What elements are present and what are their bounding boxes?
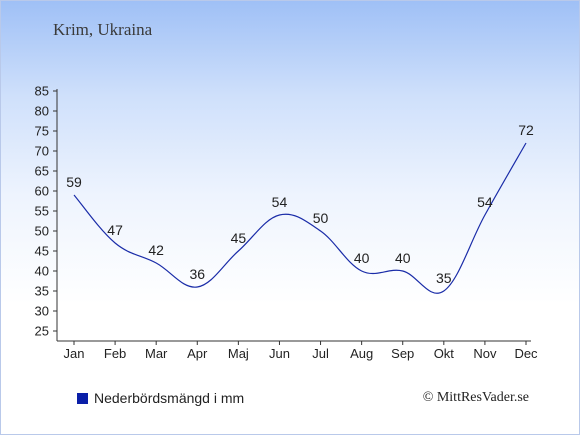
y-tick-label: 30	[35, 304, 49, 319]
x-tick-label: Maj	[228, 346, 249, 361]
y-tick-label: 75	[35, 124, 49, 139]
x-tick-label: Jan	[64, 346, 85, 361]
legend-label: Nederbördsmängd i mm	[94, 390, 245, 406]
data-label: 54	[477, 194, 493, 210]
x-tick-label: Feb	[104, 346, 126, 361]
data-label: 47	[107, 222, 123, 238]
series-line	[73, 142, 527, 294]
x-tick-label: Jul	[312, 346, 329, 361]
y-tick-label: 85	[35, 84, 49, 99]
legend-swatch	[77, 392, 88, 404]
x-tick-label: Jun	[269, 346, 290, 361]
chart-title: Krim, Ukraina	[53, 20, 153, 39]
y-tick-label: 80	[35, 104, 49, 119]
y-tick-label: 65	[35, 164, 49, 179]
data-label: 54	[272, 194, 288, 210]
data-label: 40	[354, 250, 370, 266]
credit-text: © MittResVader.se	[422, 390, 529, 405]
y-tick-label: 25	[35, 324, 49, 339]
data-label: 42	[148, 242, 164, 258]
y-tick-label: 35	[35, 284, 49, 299]
x-tick-label: Okt	[434, 346, 455, 361]
data-label: 59	[66, 174, 82, 190]
y-tick-label: 50	[35, 224, 49, 239]
y-tick-label: 45	[35, 244, 49, 259]
data-label: 40	[395, 250, 411, 266]
data-label: 36	[189, 266, 205, 282]
data-label: 50	[313, 210, 329, 226]
x-tick-label: Aug	[350, 346, 373, 361]
x-tick-label: Nov	[473, 346, 497, 361]
y-tick-label: 70	[35, 144, 49, 159]
y-tick-label: 40	[35, 264, 49, 279]
x-tick-label: Dec	[514, 346, 538, 361]
x-tick-label: Mar	[145, 346, 168, 361]
data-label: 35	[436, 270, 452, 286]
y-tick-label: 55	[35, 204, 49, 219]
legend: Nederbördsmängd i mm	[77, 390, 244, 406]
y-tick-label: 60	[35, 184, 49, 199]
x-tick-label: Sep	[391, 346, 414, 361]
data-label: 45	[231, 230, 247, 246]
data-label: 72	[518, 122, 534, 138]
x-tick-label: Apr	[187, 346, 208, 361]
